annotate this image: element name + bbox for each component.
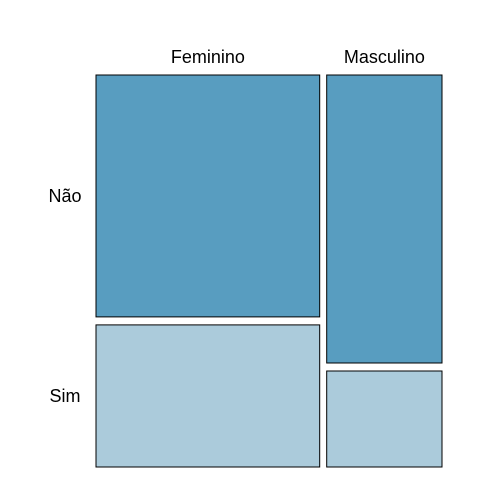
tile-masculino-sim [326, 370, 443, 468]
row-label-nao: Não [48, 186, 81, 206]
tile-feminino-nao [95, 74, 321, 318]
column-label-masculino: Masculino [344, 47, 425, 67]
mosaic-tiles [95, 74, 443, 468]
column-label-feminino: Feminino [171, 47, 245, 67]
tile-masculino-nao [326, 74, 443, 364]
tile-feminino-sim [95, 324, 321, 468]
row-label-sim: Sim [50, 386, 81, 406]
